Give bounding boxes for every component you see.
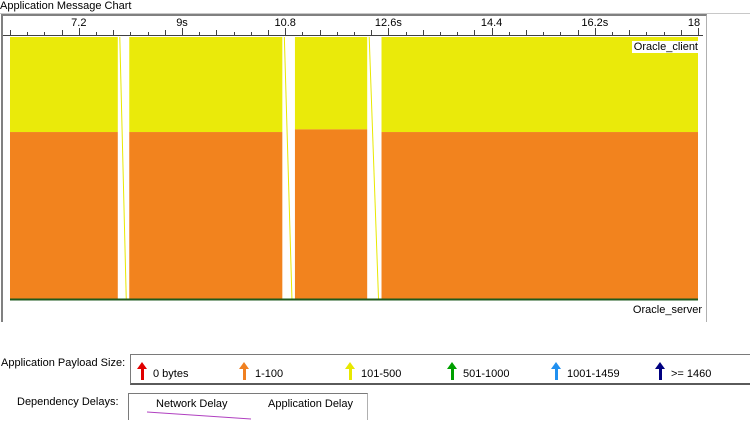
- chart-frame: [1, 14, 707, 322]
- payload-legend-label: 101-500: [361, 368, 402, 380]
- payload-legend-label: 1001-1459: [567, 368, 620, 380]
- message-band-upper[interactable]: [294, 37, 368, 130]
- message-arrow[interactable]: [368, 37, 380, 300]
- payload-legend-title: Application Payload Size:: [1, 357, 126, 369]
- ruler-tick-label: 18: [687, 17, 701, 29]
- up-arrow-icon: [447, 362, 457, 380]
- message-band-lower[interactable]: [381, 132, 698, 299]
- payload-legend-label: 0 bytes: [153, 368, 189, 380]
- payload-legend-label: >= 1460: [671, 368, 712, 380]
- ruler-tick-label: 16.2s: [581, 17, 609, 29]
- ruler-tick-label: 7.2: [71, 17, 87, 29]
- ruler-tick-label: 9s: [176, 17, 188, 29]
- message-band-lower[interactable]: [129, 132, 283, 299]
- dependency-legend-title: Dependency Delays:: [17, 396, 119, 408]
- up-arrow-icon: [551, 362, 561, 380]
- message-band-upper[interactable]: [129, 37, 283, 133]
- payload-legend-label: 1-100: [255, 368, 284, 380]
- message-arrow[interactable]: [119, 37, 127, 300]
- ruler-tick-label: 10.8: [274, 17, 296, 29]
- dependency-legend: Network Delay Application Delay: [128, 393, 368, 420]
- up-arrow-icon: [137, 362, 147, 380]
- application-delay-label: Application Delay: [268, 398, 353, 410]
- up-arrow-icon: [239, 362, 249, 380]
- window-title: Application Message Chart: [0, 0, 132, 12]
- network-delay-line-icon: [147, 411, 252, 420]
- message-plot[interactable]: [10, 37, 698, 301]
- ruler-tick-label: 14.4: [480, 17, 503, 29]
- message-band-lower[interactable]: [10, 132, 118, 299]
- up-arrow-icon: [345, 362, 355, 380]
- message-band-upper[interactable]: [10, 37, 118, 133]
- payload-legend-label: 501-1000: [463, 368, 510, 380]
- lane-label-client: Oracle_client: [631, 41, 700, 53]
- up-arrow-icon: [655, 362, 665, 380]
- lane-label-server: Oracle_server: [630, 304, 704, 316]
- message-arrow[interactable]: [283, 37, 293, 300]
- ruler-ticks: [3, 28, 703, 36]
- network-delay-label: Network Delay: [156, 398, 228, 410]
- ruler-tick-label: 12.6s: [374, 17, 402, 29]
- payload-legend: 0 bytes 1-100 101-500 501-1000 1001-1459 >= 1…: [130, 354, 750, 385]
- time-ruler[interactable]: 7.2 9s 10.8 12.6s 14.4 16.2s 18: [3, 16, 703, 36]
- message-band-lower[interactable]: [294, 129, 368, 299]
- title-divider: [0, 13, 750, 14]
